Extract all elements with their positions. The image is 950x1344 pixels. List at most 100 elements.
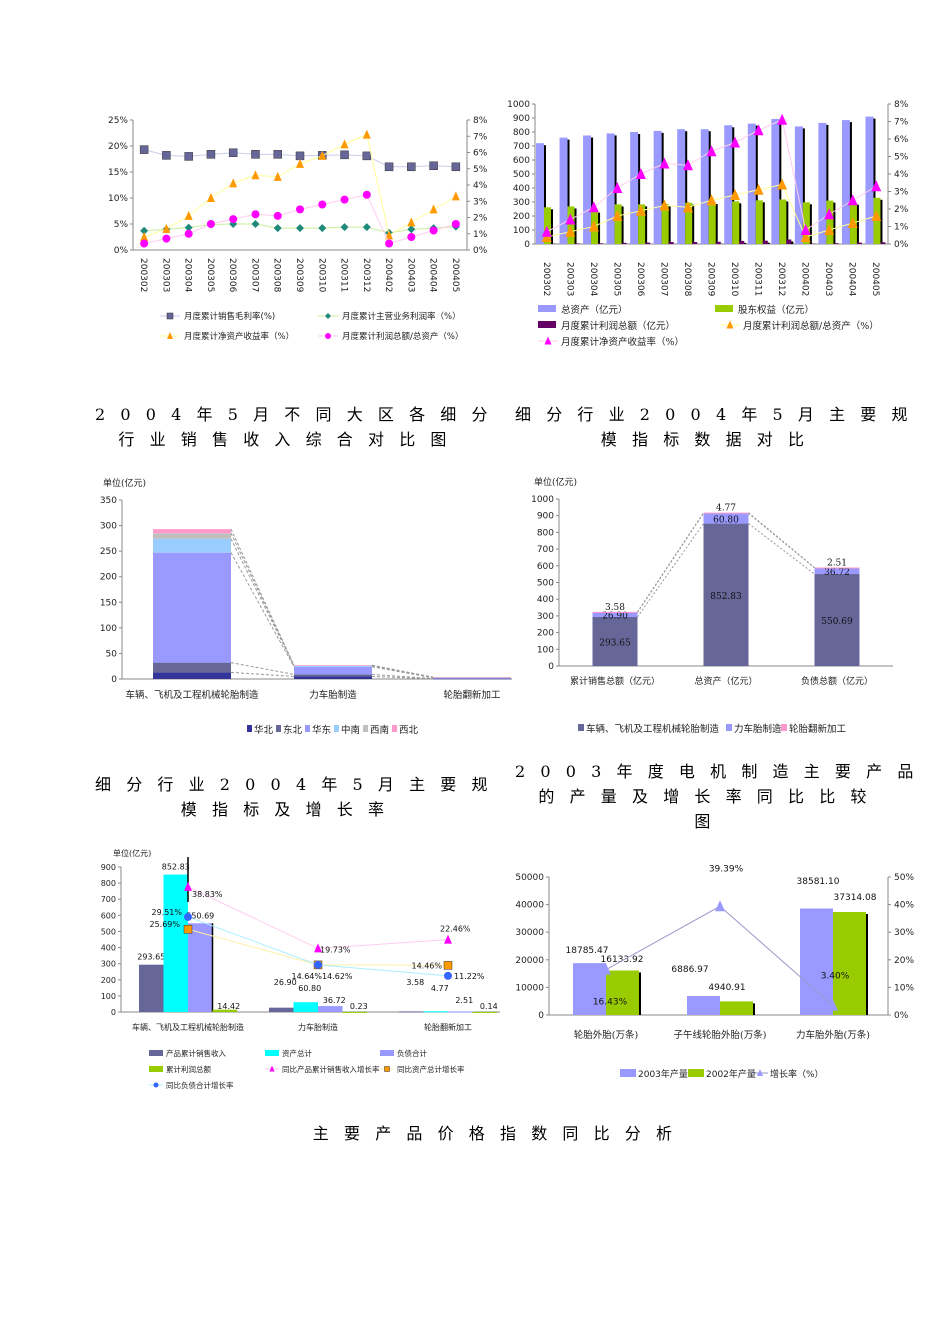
bar bbox=[423, 1011, 448, 1013]
triangle-marker bbox=[444, 934, 452, 944]
legend-swatch bbox=[305, 725, 310, 732]
tick-label: 50% bbox=[894, 873, 914, 883]
tick-label: 1% bbox=[473, 230, 488, 240]
bar bbox=[800, 908, 833, 1015]
x-tick-label: 轮胎外胎(万条) bbox=[574, 1029, 638, 1041]
connector-line bbox=[230, 528, 295, 666]
tick-label: 40% bbox=[894, 901, 914, 911]
bar bbox=[762, 240, 768, 244]
stacked-segment bbox=[433, 677, 511, 678]
heading-regional-sales: 2004年5月不同大区各细分 行业销售收入综合对比图 bbox=[95, 402, 503, 452]
stacked-segment bbox=[153, 533, 231, 539]
tick-label: 1% bbox=[894, 223, 909, 233]
legend-label: 东北 bbox=[283, 724, 303, 736]
connector-line bbox=[371, 666, 434, 679]
tick-label: 0 bbox=[524, 240, 530, 250]
bar bbox=[544, 207, 551, 244]
tick-label: 900 bbox=[101, 863, 116, 872]
legend-label: 累计利润总额 bbox=[166, 1064, 211, 1074]
square-marker bbox=[273, 150, 282, 159]
data-label: 26.90 bbox=[602, 612, 628, 622]
legend-swatch bbox=[538, 305, 556, 312]
connector-line bbox=[230, 552, 295, 667]
triangle-marker bbox=[385, 230, 394, 240]
bar bbox=[559, 137, 568, 244]
chart-regional-sales: 单位(亿元) 0 50 100 150 200 250 300 350 车辆、飞机及工程机械轮胎制… bbox=[100, 477, 512, 736]
connector-line bbox=[637, 523, 704, 618]
data-label: 550.69 bbox=[821, 617, 853, 627]
bar bbox=[856, 242, 862, 244]
x-tick-label: 200308 bbox=[682, 262, 692, 297]
tick-label: 700 bbox=[537, 545, 554, 555]
tick-label: 3% bbox=[473, 197, 488, 207]
diamond-marker bbox=[184, 223, 193, 232]
triangle-marker bbox=[269, 1065, 275, 1072]
tick-label: 900 bbox=[513, 114, 530, 124]
series-line bbox=[187, 886, 449, 949]
heading-scale-growth: 细分行业2004年5月主要规 模指标及增长率 bbox=[95, 772, 488, 822]
bar bbox=[614, 204, 622, 244]
legend-item: 轮胎翻新加工 bbox=[781, 723, 847, 735]
bar bbox=[139, 964, 164, 1012]
legend-item: 中南 bbox=[334, 724, 360, 736]
bar bbox=[188, 923, 213, 1012]
x-tick-label: 200405 bbox=[870, 262, 880, 296]
triangle-marker bbox=[871, 210, 882, 221]
connector-line bbox=[748, 523, 815, 575]
triangle-marker bbox=[635, 168, 646, 179]
data-label: 3.58 bbox=[605, 603, 625, 613]
stacked-segment bbox=[294, 665, 372, 666]
bar bbox=[715, 241, 721, 244]
data-label: 550.69 bbox=[186, 911, 214, 920]
legend-item: 2003年产量 bbox=[620, 1068, 688, 1080]
tick-label: 0% bbox=[894, 1011, 909, 1021]
triangle-marker bbox=[800, 231, 811, 242]
x-tick-label: 力车胎制造 bbox=[309, 689, 357, 701]
tick-label: 350 bbox=[100, 496, 117, 506]
tick-label: 0% bbox=[114, 246, 129, 256]
x-tick-label: 200404 bbox=[428, 258, 438, 293]
bar bbox=[685, 202, 693, 244]
x-tick-label: 200302 bbox=[138, 258, 148, 292]
connector-line bbox=[230, 538, 295, 666]
bar bbox=[606, 133, 615, 244]
circle-marker bbox=[296, 205, 304, 214]
stacked-segment bbox=[294, 674, 372, 677]
tick-label: 300 bbox=[537, 612, 554, 622]
circle-marker bbox=[206, 220, 215, 228]
triangle-marker bbox=[229, 178, 238, 188]
tick-label: 0 bbox=[111, 1008, 116, 1017]
legend-label: 月度累计主营业务利润率（%） bbox=[342, 311, 461, 322]
triangle-marker bbox=[296, 158, 304, 168]
connector-line bbox=[230, 662, 295, 675]
triangle-marker bbox=[601, 963, 611, 975]
data-label: 36.72 bbox=[323, 996, 346, 1005]
legend-item: 力车胎制造 bbox=[726, 723, 782, 735]
tick-label: 25% bbox=[108, 116, 128, 126]
diamond-marker bbox=[318, 224, 327, 233]
square-marker bbox=[162, 151, 171, 160]
legend-label: 同比资产总计增长率 bbox=[397, 1064, 465, 1074]
stacked-segment bbox=[592, 616, 638, 666]
diamond-marker bbox=[340, 223, 349, 232]
data-label: 16133.92 bbox=[601, 955, 644, 965]
connector-line bbox=[371, 664, 434, 678]
tick-label: 300 bbox=[100, 522, 117, 532]
data-label: 26.90 bbox=[274, 978, 297, 987]
heading-line: 2004年5月不同大区各细分 bbox=[95, 405, 503, 424]
legend-item: 西南 bbox=[363, 724, 389, 736]
tick-label: 200 bbox=[513, 212, 530, 222]
circle-marker bbox=[273, 211, 282, 220]
stacked-segment bbox=[814, 567, 860, 575]
series-line bbox=[143, 133, 457, 238]
legend-swatch bbox=[149, 1066, 163, 1072]
connector-line bbox=[748, 512, 815, 568]
data-label: 293.65 bbox=[137, 953, 165, 962]
data-label: 16.43% bbox=[593, 998, 628, 1008]
triangle-marker bbox=[314, 943, 322, 953]
stacked-segment bbox=[153, 538, 231, 553]
triangle-marker bbox=[730, 189, 741, 200]
tick-label: 0 bbox=[548, 662, 554, 672]
legend-item: 华东 bbox=[305, 724, 331, 736]
data-label: 60.80 bbox=[298, 984, 321, 993]
